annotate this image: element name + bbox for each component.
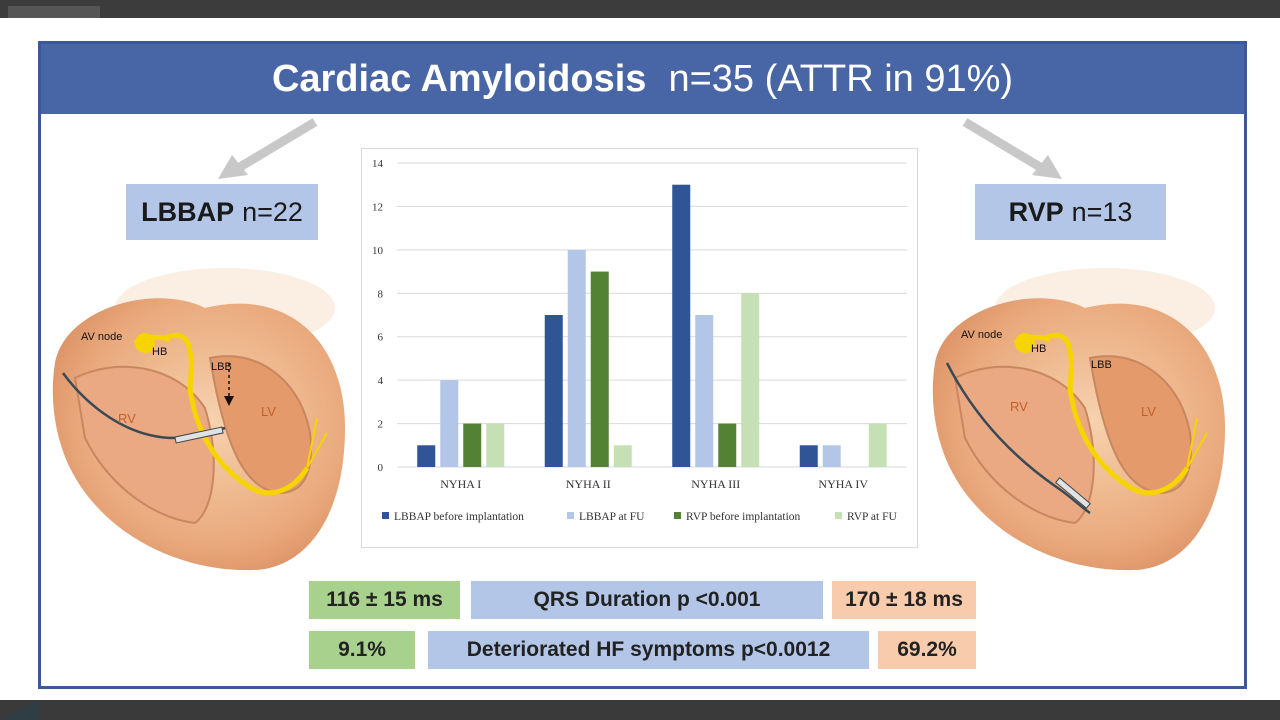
rvp-group-box: RVP n=13 xyxy=(975,184,1166,240)
lbbap-group-name: LBBAP xyxy=(141,196,235,227)
bar xyxy=(868,423,887,467)
legend-swatch xyxy=(567,512,574,519)
rv-label: RV xyxy=(1010,399,1028,414)
bar xyxy=(590,271,609,467)
bar xyxy=(463,423,482,467)
hb-label: HB xyxy=(1031,343,1046,355)
bar xyxy=(718,423,737,467)
bar xyxy=(544,315,563,467)
y-tick-label: 12 xyxy=(372,201,383,213)
y-tick-label: 8 xyxy=(378,288,384,300)
legend-swatch xyxy=(674,512,681,519)
bar xyxy=(417,445,436,467)
legend-label: LBBAP at FU xyxy=(579,511,645,523)
nyha-bar-chart: 0 2 4 6 8 10 12 14 NYHA I NYHA II NYHA III NYHA IV L… xyxy=(361,148,918,548)
rvp-heart-illustration: AV node HB LBB RV LV xyxy=(932,268,1225,571)
bottom-window-bar xyxy=(0,700,1280,720)
corner-decoration xyxy=(0,700,40,720)
qrs-duration-label: QRS Duration p <0.001 xyxy=(471,581,823,619)
bar xyxy=(672,184,691,467)
lbb-label: LBB xyxy=(211,361,232,373)
y-tick-label: 0 xyxy=(378,462,384,474)
top-window-bar xyxy=(0,0,1280,18)
x-tick-label: NYHA II xyxy=(566,477,611,491)
lv-label: LV xyxy=(261,404,276,419)
slide-subtitle: n=35 (ATTR in 91%) xyxy=(668,57,1014,100)
y-tick-label: 6 xyxy=(378,332,384,344)
y-tick-label: 2 xyxy=(378,419,384,431)
legend-label: RVP at FU xyxy=(847,511,897,523)
lbbap-qrs-value: 116 ± 15 ms xyxy=(309,581,460,619)
rvp-group-name: RVP xyxy=(1008,196,1064,227)
lv-label: LV xyxy=(1141,404,1156,419)
slide-title-banner: Cardiac Amyloidosis n=35 (ATTR in 91%) xyxy=(41,44,1244,114)
lbbap-group-box: LBBAP n=22 xyxy=(126,184,318,240)
bar xyxy=(741,293,760,467)
x-tick-label: NYHA I xyxy=(440,477,481,491)
bar xyxy=(695,315,714,467)
bar xyxy=(440,380,459,467)
rv-label: RV xyxy=(118,411,136,426)
rvp-qrs-value: 170 ± 18 ms xyxy=(832,581,976,619)
hb-label: HB xyxy=(152,346,167,358)
right-arrow-icon xyxy=(962,118,1062,179)
y-tick-label: 4 xyxy=(378,375,384,387)
x-tick-label: NYHA IV xyxy=(818,477,868,491)
bar xyxy=(799,445,818,467)
av-node-label: AV node xyxy=(81,331,122,343)
bar xyxy=(822,445,841,467)
left-arrow-icon xyxy=(218,118,318,179)
slide-title: Cardiac Amyloidosis xyxy=(271,57,647,100)
bar xyxy=(567,249,586,467)
x-tick-label: NYHA III xyxy=(691,477,740,491)
presenter-thumbnail xyxy=(8,6,100,18)
legend-swatch xyxy=(835,512,842,519)
y-tick-label: 10 xyxy=(372,245,384,257)
chart-svg: 0 2 4 6 8 10 12 14 NYHA I NYHA II NYHA III NYHA IV L… xyxy=(372,158,907,523)
rvp-group-count: n=13 xyxy=(1071,196,1133,227)
bar xyxy=(613,445,632,467)
lbbap-group-count: n=22 xyxy=(242,196,303,227)
bar xyxy=(486,423,505,467)
lbbap-heart-illustration: AV node HB LBB RV LV xyxy=(52,268,346,571)
y-tick-label: 14 xyxy=(372,158,384,170)
legend-swatch xyxy=(382,512,389,519)
rvp-hf-value: 69.2% xyxy=(878,631,976,669)
lbb-label: LBB xyxy=(1091,359,1112,371)
hf-symptoms-label: Deteriorated HF symptoms p<0.0012 xyxy=(428,631,869,669)
legend-label: LBBAP before implantation xyxy=(394,511,524,523)
av-node-label: AV node xyxy=(961,329,1002,341)
lbbap-hf-value: 9.1% xyxy=(309,631,415,669)
legend-label: RVP before implantation xyxy=(686,511,801,523)
